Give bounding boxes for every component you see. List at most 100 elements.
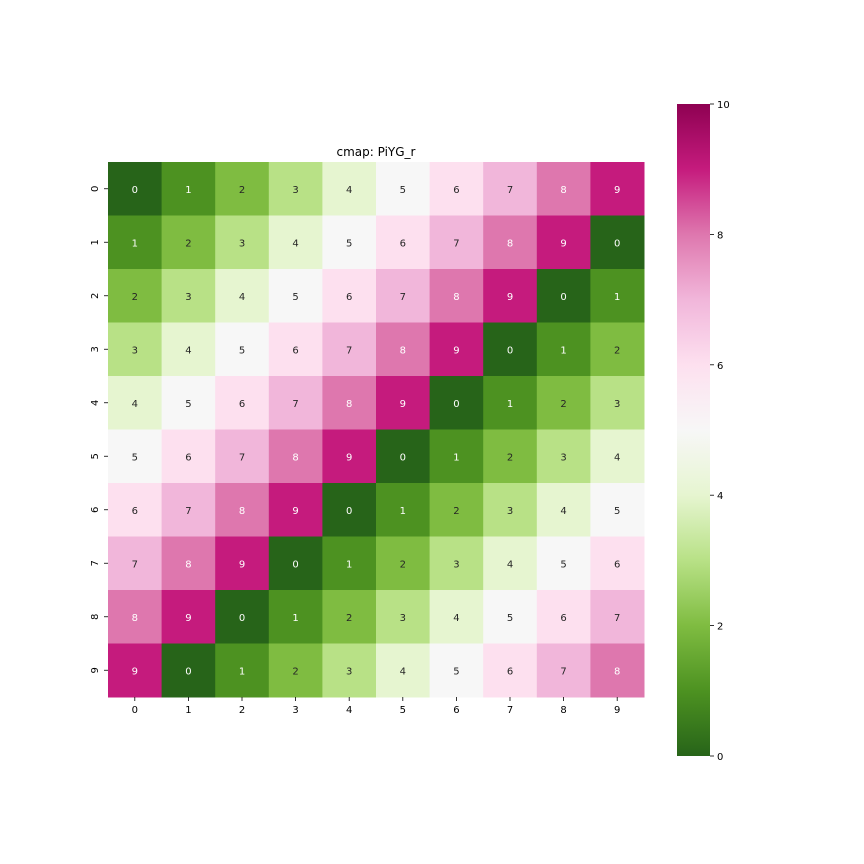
cell-value-label: 1 <box>132 238 138 249</box>
cell-value-label: 6 <box>614 559 620 570</box>
heatmap-cell <box>161 590 216 644</box>
heatmap-cell <box>161 162 216 216</box>
heatmap-cell <box>215 643 270 698</box>
heatmap-cell <box>376 322 431 377</box>
cell-value-label: 1 <box>614 292 620 303</box>
cell-value-label: 1 <box>346 559 352 570</box>
cell-value-label: 9 <box>185 613 191 624</box>
cell-value-label: 4 <box>560 506 566 517</box>
heatmap-cell <box>108 322 163 377</box>
heatmap-cell <box>215 269 270 323</box>
heatmap-cell <box>590 162 645 216</box>
cell-value-label: 2 <box>239 185 245 196</box>
heatmap-cell <box>429 643 484 698</box>
cell-value-label: 4 <box>132 399 138 410</box>
cell-value-label: 3 <box>560 452 566 463</box>
heatmap-cell <box>590 590 645 644</box>
cell-value-label: 9 <box>346 452 352 463</box>
heatmap-cell <box>483 269 538 323</box>
colorbar: 0 2 4 6 8 10 <box>677 100 730 763</box>
cell-value-label: 3 <box>400 613 406 624</box>
cell-value-label: 0 <box>292 559 298 570</box>
cell-value-label: 0 <box>560 292 566 303</box>
heatmap-cell <box>483 215 538 270</box>
cell-value-label: 4 <box>507 559 513 570</box>
chart-title: cmap: PiYG_r <box>337 145 416 159</box>
cell-value-label: 3 <box>507 506 513 517</box>
cell-value-label: 2 <box>614 345 620 356</box>
heatmap-cell <box>536 643 591 698</box>
heatmap-cell <box>429 483 484 537</box>
cell-value-label: 0 <box>507 345 513 356</box>
y-tick-label: 7 <box>90 560 101 566</box>
heatmap-cell <box>322 376 377 430</box>
x-tick-label: 7 <box>507 705 513 716</box>
colorbar-tick-label: 10 <box>717 100 730 111</box>
cell-value-label: 3 <box>185 292 191 303</box>
heatmap-cell <box>108 215 163 270</box>
cell-value-label: 8 <box>185 559 191 570</box>
cell-value-label: 6 <box>346 292 352 303</box>
cell-value-label: 2 <box>346 613 352 624</box>
cell-value-label: 5 <box>346 238 352 249</box>
cell-value-label: 0 <box>239 613 245 624</box>
heatmap-cell <box>483 322 538 377</box>
y-tick-label: 2 <box>90 293 101 299</box>
heatmap-cell <box>268 269 323 323</box>
heatmap-cell <box>483 162 538 216</box>
cell-value-label: 9 <box>453 345 459 356</box>
heatmap-cell <box>215 322 270 377</box>
heatmap-cell <box>268 536 323 591</box>
cell-value-label: 2 <box>400 559 406 570</box>
heatmap-cell <box>376 269 431 323</box>
heatmap-cell <box>483 536 538 591</box>
cell-value-label: 7 <box>614 613 620 624</box>
heatmap-cell <box>108 376 163 430</box>
cell-value-label: 6 <box>560 613 566 624</box>
cell-value-label: 2 <box>453 506 459 517</box>
heatmap-cell <box>268 643 323 698</box>
cell-value-label: 4 <box>614 452 620 463</box>
cell-value-label: 6 <box>132 506 138 517</box>
cell-value-label: 7 <box>453 238 459 249</box>
cell-value-label: 0 <box>132 185 138 196</box>
heatmap-cell <box>161 429 216 484</box>
heatmap-cell <box>429 590 484 644</box>
heatmap-cell <box>536 376 591 430</box>
x-tick-label: 8 <box>560 705 566 716</box>
y-tick-label: 9 <box>90 667 101 673</box>
heatmap-cell <box>376 536 431 591</box>
heatmap-cell <box>590 429 645 484</box>
heatmap-cell <box>268 162 323 216</box>
heatmap-cell <box>322 215 377 270</box>
x-axis: 0 1 2 3 4 5 6 7 8 9 <box>132 697 620 716</box>
cell-value-label: 8 <box>400 345 406 356</box>
cell-value-label: 9 <box>132 666 138 677</box>
cell-value-label: 0 <box>453 399 459 410</box>
cell-value-label: 6 <box>185 452 191 463</box>
cell-value-label: 2 <box>132 292 138 303</box>
cell-value-label: 2 <box>507 452 513 463</box>
heatmap-cell <box>536 269 591 323</box>
cell-value-label: 6 <box>292 345 298 356</box>
cell-value-label: 7 <box>185 506 191 517</box>
cell-value-label: 5 <box>560 559 566 570</box>
cell-value-label: 8 <box>292 452 298 463</box>
x-tick-label: 9 <box>614 705 620 716</box>
heatmap-cell <box>483 429 538 484</box>
cell-value-label: 9 <box>239 559 245 570</box>
cell-value-label: 0 <box>346 506 352 517</box>
heatmap-cell <box>161 269 216 323</box>
x-tick-label: 6 <box>453 705 459 716</box>
cell-value-label: 8 <box>560 185 566 196</box>
heatmap-cell <box>108 269 163 323</box>
cell-value-label: 5 <box>185 399 191 410</box>
cell-value-label: 1 <box>453 452 459 463</box>
heatmap-cell <box>322 590 377 644</box>
heatmap-cell <box>108 162 163 216</box>
heatmap-cell <box>108 536 163 591</box>
cell-value-label: 1 <box>400 506 406 517</box>
heatmap-cell <box>536 215 591 270</box>
cell-value-label: 5 <box>614 506 620 517</box>
